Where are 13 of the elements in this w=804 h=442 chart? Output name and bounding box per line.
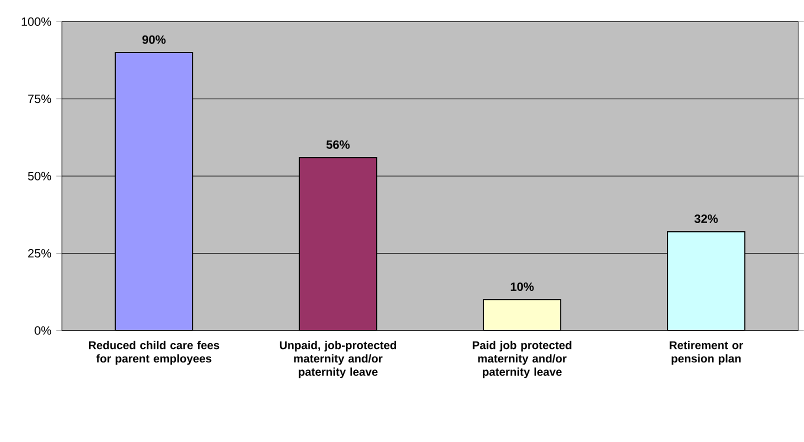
x-tick-label: Paid job protected maternity and/or paternity leave (472, 340, 572, 378)
data-label: 56% (326, 140, 350, 149)
data-label: 32% (694, 214, 718, 223)
x-tick-label: Retirement or pension plan (670, 340, 744, 365)
y-tick-label: 75% (28, 94, 52, 103)
y-tick-label: 100% (22, 17, 52, 26)
data-label: 10% (510, 282, 534, 291)
x-tick-label: Unpaid, job-protected maternity and/or paternity leave (280, 340, 396, 378)
y-tick-label: 0% (34, 326, 52, 335)
y-tick-label: 50% (28, 172, 52, 180)
data-label: 90% (142, 35, 166, 44)
y-tick-label: 25% (28, 248, 52, 258)
x-tick-label: Reduced child care fees for parent employees (88, 340, 220, 365)
